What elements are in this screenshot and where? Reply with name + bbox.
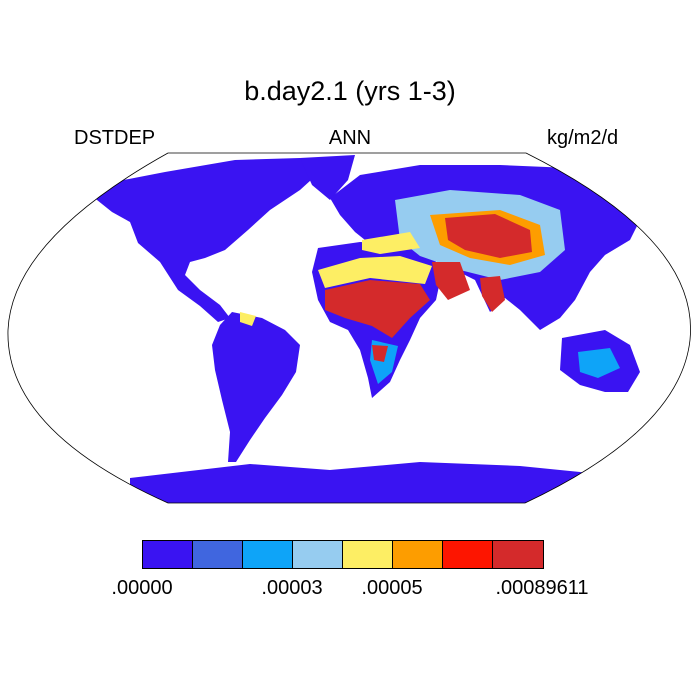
dust-australia-light [578,348,620,378]
dust-arabia-red [432,262,470,300]
dust-asia-red [445,214,532,258]
dust-africa-south-red [372,345,388,362]
dust-sa-yellow [240,312,256,326]
colorbar-swatch [493,541,543,568]
colorbar-swatch [143,541,193,568]
colorbar-swatch [243,541,293,568]
land-layer [92,155,645,503]
period-label: ANN [328,127,372,149]
colorbar-label: .00089611 [495,577,589,599]
colorbar-swatch [193,541,243,568]
colorbar-swatch [293,541,343,568]
variable-label: DSTDEP [74,127,156,149]
dust-sahara-yellow [318,256,432,288]
colorbar-label: .00003 [261,577,323,599]
colorbar [142,540,544,569]
antarctica [130,462,600,503]
colorbar-label: .00000 [111,577,173,599]
colorbar-swatch [393,541,443,568]
units-label: kg/m2/d [547,127,619,149]
colorbar-swatch [343,541,393,568]
greenland [300,155,355,200]
dust-india-red [480,276,505,312]
dust-mediterranean-yellow [362,232,420,254]
south-america [212,312,300,462]
map-title: b.day2.1 (yrs 1-3) [244,76,456,106]
colorbar-label: .00005 [361,577,423,599]
north-america [92,158,322,322]
dust-sahara-red [325,280,430,338]
globe-outline [7,152,691,504]
colorbar-swatch [443,541,493,568]
